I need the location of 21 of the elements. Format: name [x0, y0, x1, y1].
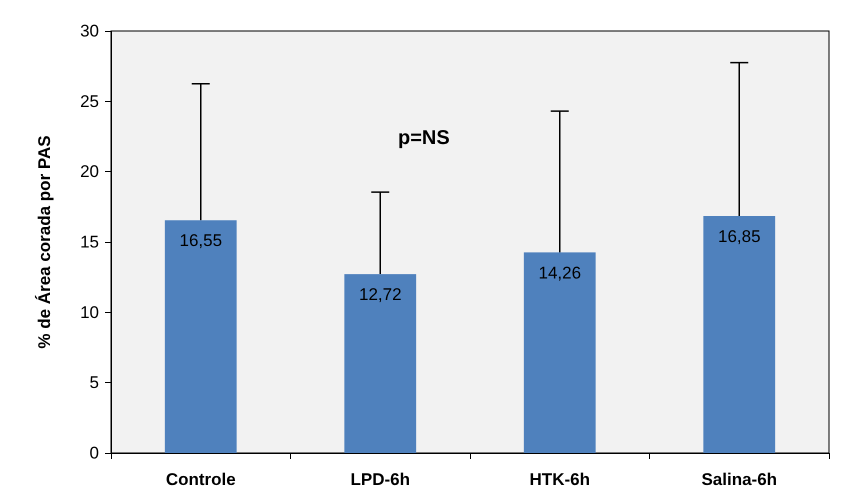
y-tick-label: 25 [80, 92, 99, 111]
y-tick-label: 30 [80, 22, 99, 40]
data-label: 16,55 [179, 231, 222, 250]
y-axis-title: % de Área corada por PAS [34, 135, 54, 349]
bar [703, 216, 776, 453]
y-tick-label: 0 [90, 444, 99, 462]
annotation: p=NS [398, 127, 450, 149]
y-tick-label: 20 [80, 162, 99, 182]
x-tick-label: LPD-6h [350, 470, 410, 489]
x-tick-label: Controle [166, 470, 236, 489]
y-tick-label: 10 [80, 302, 99, 322]
bar [344, 274, 416, 453]
x-tick-label: Salina-6h [701, 470, 778, 489]
data-label: 12,72 [358, 285, 402, 304]
y-tick-label: 15 [80, 232, 99, 252]
x-tick-label: HTK-6h [530, 470, 590, 489]
bar [164, 220, 237, 453]
bar [524, 252, 596, 453]
y-tick-label: 5 [90, 373, 99, 392]
data-label: 16,85 [718, 226, 761, 246]
data-label: 14,26 [538, 263, 582, 282]
